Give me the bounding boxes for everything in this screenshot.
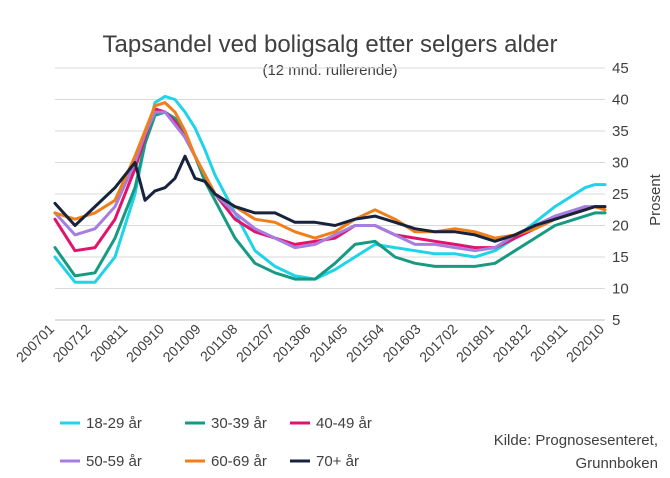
x-tick-label: 201603 bbox=[379, 321, 423, 365]
chart-title: Tapsandel ved boligsalg etter selgers al… bbox=[103, 31, 558, 58]
y-tick-label: 25 bbox=[612, 186, 629, 203]
x-tick-label: 201207 bbox=[233, 321, 277, 365]
series-line-6 bbox=[53, 154, 607, 243]
x-tick-label: 200811 bbox=[87, 321, 131, 365]
legend-label: 40-49 år bbox=[316, 415, 372, 432]
y-tick-label: 40 bbox=[612, 92, 629, 109]
y-tick-label: 35 bbox=[612, 123, 629, 140]
x-tick-label: 201009 bbox=[159, 321, 203, 365]
x-tick-label: 200712 bbox=[49, 321, 93, 365]
x-axis-ticks: 2007012007122008112009102010092011082012… bbox=[13, 321, 607, 365]
legend-label: 60-69 år bbox=[211, 453, 267, 470]
y-tick-label: 45 bbox=[612, 60, 629, 77]
y-axis-label: Prosent bbox=[647, 173, 664, 226]
legend-label: 18-29 år bbox=[86, 415, 142, 432]
legend-label: 50-59 år bbox=[86, 453, 142, 470]
x-tick-label: 201504 bbox=[343, 321, 387, 365]
x-tick-label: 201911 bbox=[527, 321, 571, 365]
y-tick-label: 5 bbox=[612, 312, 620, 329]
x-tick-label: 201801 bbox=[453, 321, 497, 365]
y-axis-ticks: 5 10 15 20 25 30 35 40 45 bbox=[612, 60, 629, 329]
source-line-1: Kilde: Prognosesenteret, bbox=[494, 432, 658, 449]
y-tick-label: 10 bbox=[612, 281, 629, 298]
source-line-2: Grunnboken bbox=[575, 455, 658, 472]
chart-subtitle: (12 mnd. rullerende) bbox=[262, 62, 397, 79]
x-tick-label: 201108 bbox=[197, 321, 241, 365]
legend-label: 30-39 år bbox=[211, 415, 267, 432]
x-tick-label: 200701 bbox=[13, 321, 57, 365]
x-tick-label: 202010 bbox=[563, 321, 607, 365]
x-tick-label: 201812 bbox=[489, 321, 533, 365]
y-tick-label: 15 bbox=[612, 249, 629, 266]
series-lines bbox=[53, 94, 607, 284]
x-tick-label: 201306 bbox=[269, 321, 313, 365]
x-tick-label: 201405 bbox=[306, 321, 350, 365]
legend-label: 70+ år bbox=[316, 453, 359, 470]
x-tick-label: 200910 bbox=[123, 321, 167, 365]
series-line-2 bbox=[53, 110, 607, 281]
y-tick-label: 30 bbox=[612, 155, 629, 172]
y-tick-label: 20 bbox=[612, 218, 629, 235]
series-line-1 bbox=[53, 94, 607, 284]
legend: 18-29 år 30-39 år 40-49 år 50-59 år 60-69 år… bbox=[60, 415, 372, 470]
x-tick-label: 201702 bbox=[416, 321, 460, 365]
